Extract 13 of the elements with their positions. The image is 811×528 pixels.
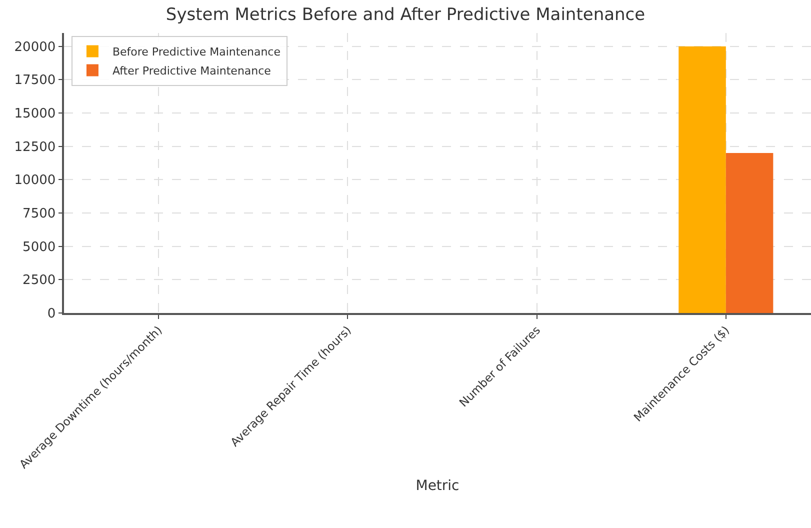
legend-label: Before Predictive Maintenance: [112, 46, 281, 59]
chart-title: System Metrics Before and After Predictive Maintenance: [166, 4, 646, 25]
y-tick-label: 0: [47, 306, 56, 322]
y-tick-label: 20000: [14, 40, 56, 55]
y-tick-label: 17500: [14, 73, 56, 88]
y-tick-label: 10000: [14, 173, 56, 188]
y-tick-label: 7500: [22, 206, 56, 222]
y-tick-label: 12500: [14, 140, 56, 155]
y-tick-label: 5000: [22, 240, 56, 255]
y-tick-label: 15000: [14, 106, 56, 122]
x-axis-title: Metric: [416, 478, 460, 494]
legend-label: After Predictive Maintenance: [112, 64, 272, 78]
y-tick-label: 2500: [22, 273, 56, 288]
